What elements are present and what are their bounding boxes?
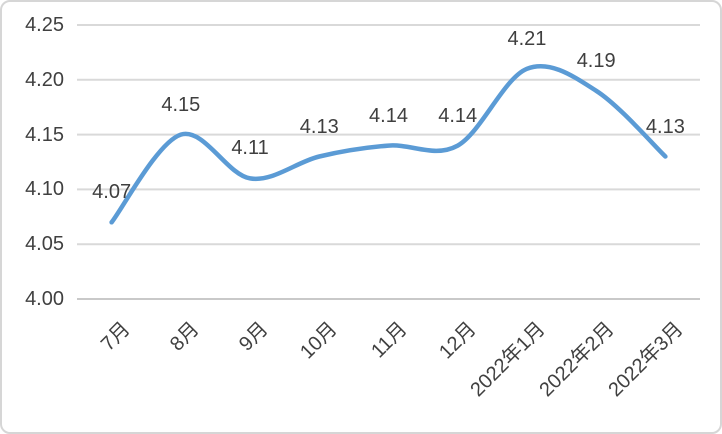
- series-line: [109, 63, 668, 225]
- data-point-label: 4.11: [231, 137, 269, 160]
- data-point-label: 4.15: [161, 93, 201, 116]
- y-axis-tick-label: 4.20: [25, 68, 64, 91]
- y-axis-tick-label: 4.10: [25, 178, 64, 201]
- y-axis-tick-label: 4.00: [25, 288, 64, 310]
- y-axis-tick-label: 4.25: [25, 14, 64, 36]
- data-point-label: 4.14: [438, 104, 478, 127]
- data-point-label: 4.19: [576, 49, 616, 72]
- y-axis-tick-label: 4.05: [25, 233, 64, 256]
- data-point-label: 4.21: [507, 27, 547, 50]
- data-point-label: 4.13: [645, 115, 685, 138]
- y-axis-tick-label: 4.15: [25, 123, 64, 146]
- data-point-label: 4.14: [369, 104, 408, 127]
- data-point-label: 4.13: [299, 115, 339, 138]
- data-point-label: 4.07: [92, 181, 132, 204]
